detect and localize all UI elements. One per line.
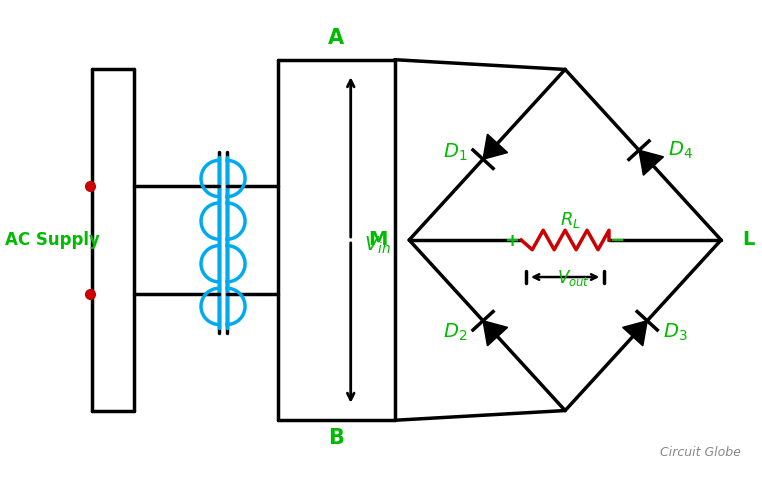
- Text: AC Supply: AC Supply: [5, 231, 100, 249]
- Text: $D_2$: $D_2$: [443, 322, 467, 343]
- Text: −: −: [610, 232, 624, 250]
- Text: $R_L$: $R_L$: [559, 210, 581, 230]
- Polygon shape: [483, 321, 507, 346]
- Text: B: B: [328, 428, 344, 448]
- Polygon shape: [639, 150, 664, 175]
- Text: Circuit Globe: Circuit Globe: [660, 446, 741, 459]
- Polygon shape: [483, 134, 507, 159]
- Text: $V_{out}$: $V_{out}$: [556, 268, 589, 288]
- Text: $D_1$: $D_1$: [443, 142, 467, 163]
- Text: A: A: [328, 28, 344, 48]
- Text: $D_3$: $D_3$: [663, 322, 687, 343]
- Text: $V_{in}$: $V_{in}$: [364, 234, 391, 255]
- Text: L: L: [742, 230, 755, 250]
- Polygon shape: [623, 321, 647, 346]
- Text: M: M: [368, 230, 388, 250]
- Text: $D_4$: $D_4$: [668, 140, 693, 161]
- Text: +: +: [504, 232, 519, 250]
